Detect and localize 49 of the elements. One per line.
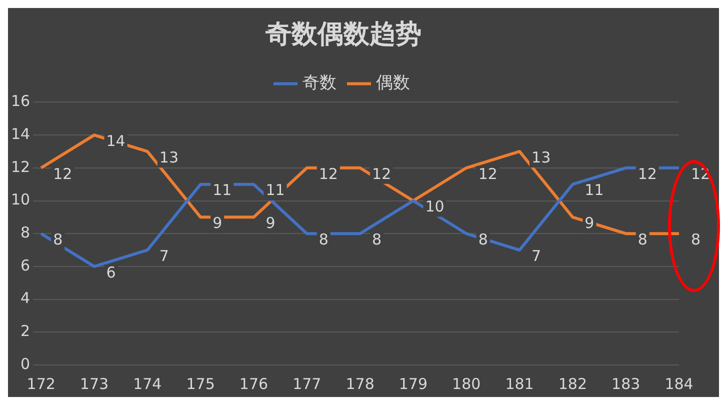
data-label: 14	[106, 132, 126, 150]
x-tick-label: 181	[505, 374, 534, 393]
data-label: 12	[478, 164, 498, 183]
data-label: 10	[425, 198, 444, 216]
data-label: 8	[691, 230, 701, 248]
y-tick-label: 8	[20, 223, 30, 242]
data-label: 8	[318, 230, 328, 248]
legend-label: 奇数	[302, 73, 336, 94]
data-label: 9	[584, 214, 594, 232]
x-tick-label: 183	[612, 374, 640, 393]
data-label: 12	[53, 164, 72, 183]
data-label: 7	[532, 246, 542, 265]
x-tick-label: 180	[452, 374, 481, 393]
data-label: 8	[53, 230, 63, 248]
y-tick-label: 14	[10, 124, 30, 143]
x-tick-label: 177	[292, 374, 322, 393]
data-label: 8	[372, 230, 382, 248]
data-label: 11	[212, 181, 232, 200]
data-label: 12	[638, 164, 657, 183]
x-tick-label: 172	[26, 374, 56, 393]
data-label: 9	[212, 214, 222, 232]
data-label: 12	[318, 164, 338, 183]
data-label: 6	[106, 263, 116, 282]
legend-label: 偶数	[376, 73, 410, 94]
y-tick-label: 10	[10, 190, 30, 209]
x-tick-label: 173	[80, 374, 109, 393]
y-tick-label: 16	[10, 92, 30, 110]
data-label: 8	[638, 230, 648, 248]
data-label: 8	[478, 230, 488, 248]
data-label: 13	[532, 148, 551, 166]
y-tick-label: 6	[20, 256, 30, 274]
data-label: 9	[266, 214, 276, 232]
data-label: 12	[372, 164, 392, 183]
chart-title: 奇数偶数趋势	[264, 19, 422, 50]
y-tick-label: 4	[20, 289, 30, 308]
x-tick-label: 176	[239, 374, 268, 393]
x-tick-label: 182	[558, 374, 587, 393]
y-tick-label: 12	[10, 158, 30, 176]
x-tick-label: 179	[398, 374, 428, 393]
x-tick-label: 174	[133, 374, 162, 393]
data-label: 11	[584, 181, 604, 200]
x-tick-label: 175	[186, 374, 215, 393]
x-tick-label: 178	[346, 374, 374, 393]
data-label: 7	[159, 246, 169, 265]
y-tick-label: 2	[20, 322, 30, 340]
y-tick-label: 0	[20, 354, 30, 373]
data-label: 13	[159, 148, 178, 166]
data-label: 11	[266, 181, 285, 200]
x-tick-label: 184	[664, 374, 694, 393]
